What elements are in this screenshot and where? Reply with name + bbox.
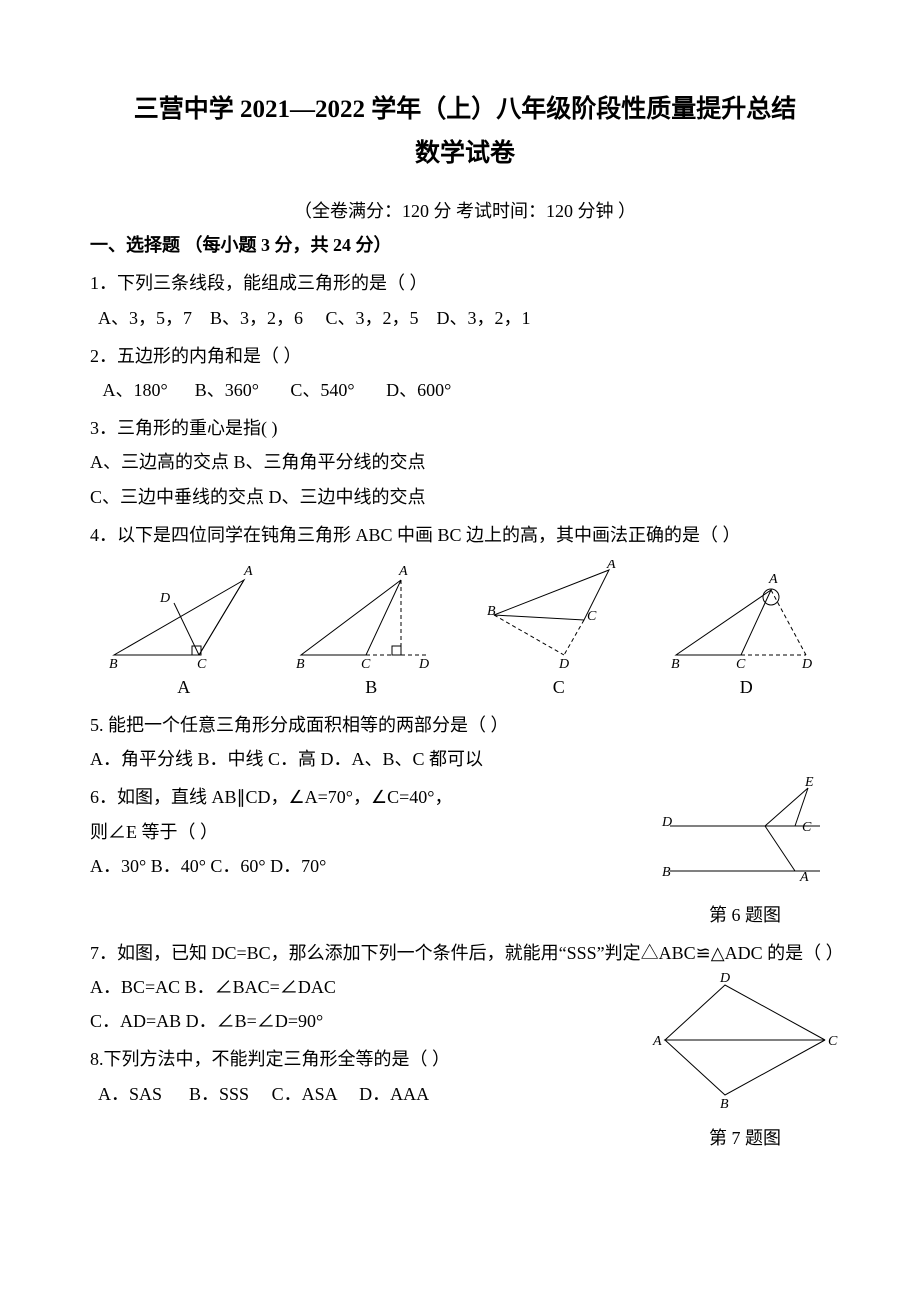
svg-text:D: D [159, 591, 170, 606]
q4-figures: A D B C A B C D A [90, 560, 840, 670]
svg-text:B: B [662, 865, 671, 880]
exam-info: （全卷满分：120 分 考试时间：120 分钟 ） [90, 194, 840, 228]
q4-figure-c: A B C D [479, 560, 639, 670]
q3-opts-line1: A、三边高的交点 B、三角角平分线的交点 [90, 445, 840, 479]
q6-figure: E D C B A [650, 776, 840, 886]
q4-figure-labels: A B C D [90, 670, 840, 704]
q7-stem: 7．如图，已知 DC=BC，那么添加下列一个条件后，就能用“SSS”判定△ABC… [90, 936, 840, 970]
q2-options: A、180° B、360° C、540° D、600° [90, 373, 840, 407]
q1-options: A、3，5，7 B、3，2，6 C、3，2，5 D、3，2，1 [90, 301, 840, 335]
svg-text:B: B [487, 604, 496, 619]
svg-text:C: C [197, 657, 207, 670]
svg-text:A: A [768, 572, 778, 587]
svg-text:A: A [799, 870, 809, 885]
q3-stem: 3．三角形的重心是指( ) [90, 411, 840, 445]
q5-stem: 5. 能把一个任意三角形分成面积相等的两部分是（ ） [90, 708, 840, 742]
svg-text:B: B [671, 657, 680, 670]
question-2: 2．五边形的内角和是（ ） A、180° B、360° C、540° D、600… [90, 339, 840, 407]
svg-text:B: B [720, 1097, 729, 1110]
svg-text:A: A [606, 560, 616, 572]
q4-label-d: D [653, 670, 841, 704]
exam-title-line1: 三营中学 2021—2022 学年（上）八年级阶段性质量提升总结 [90, 90, 840, 130]
svg-text:C: C [361, 657, 371, 670]
q1-stem: 1．下列三条线段，能组成三角形的是（ ） [90, 266, 840, 300]
q7-figure: D A C B [650, 970, 840, 1110]
exam-title-line2: 数学试卷 [90, 134, 840, 174]
svg-text:E: E [804, 776, 814, 790]
q4-figure-a: A D B C [104, 560, 264, 670]
q4-figure-b: A B C D [291, 560, 451, 670]
svg-text:B: B [109, 657, 118, 670]
svg-text:D: D [418, 657, 429, 670]
q4-label-c: C [465, 670, 653, 704]
q2-stem: 2．五边形的内角和是（ ） [90, 339, 840, 373]
q6-figure-wrap: E D C B A 第 6 题图 [650, 776, 840, 931]
svg-text:D: D [719, 971, 730, 986]
svg-text:A: A [652, 1034, 662, 1049]
q5-options: A．角平分线 B．中线 C．高 D．A、B、C 都可以 [90, 742, 840, 776]
q3-opts-line2: C、三边中垂线的交点 D、三边中线的交点 [90, 480, 840, 514]
q4-stem: 4．以下是四位同学在钝角三角形 ABC 中画 BC 边上的高，其中画法正确的是（… [90, 518, 840, 552]
q4-label-b: B [278, 670, 466, 704]
svg-text:D: D [661, 815, 672, 830]
svg-text:B: B [296, 657, 305, 670]
q7-caption: 第 7 题图 [650, 1121, 840, 1155]
svg-text:A: A [398, 564, 408, 579]
svg-text:A: A [243, 564, 253, 579]
svg-text:C: C [802, 820, 812, 835]
svg-text:D: D [801, 657, 812, 670]
question-5: 5. 能把一个任意三角形分成面积相等的两部分是（ ） A．角平分线 B．中线 C… [90, 708, 840, 776]
question-7: 7．如图，已知 DC=BC，那么添加下列一个条件后，就能用“SSS”判定△ABC… [90, 936, 840, 1039]
section-1-heading: 一、选择题 （每小题 3 分，共 24 分） [90, 228, 840, 262]
svg-text:C: C [736, 657, 746, 670]
q6-caption: 第 6 题图 [650, 898, 840, 932]
question-3: 3．三角形的重心是指( ) A、三边高的交点 B、三角角平分线的交点 C、三边中… [90, 411, 840, 514]
q4-figure-d: A B C D [666, 560, 826, 670]
svg-text:C: C [587, 609, 597, 624]
q4-label-a: A [90, 670, 278, 704]
svg-text:C: C [828, 1034, 838, 1049]
question-1: 1．下列三条线段，能组成三角形的是（ ） A、3，5，7 B、3，2，6 C、3… [90, 266, 840, 334]
question-4: 4．以下是四位同学在钝角三角形 ABC 中画 BC 边上的高，其中画法正确的是（… [90, 518, 840, 704]
q7-figure-wrap: D A C B 第 7 题图 [650, 970, 840, 1155]
svg-text:D: D [558, 657, 569, 670]
